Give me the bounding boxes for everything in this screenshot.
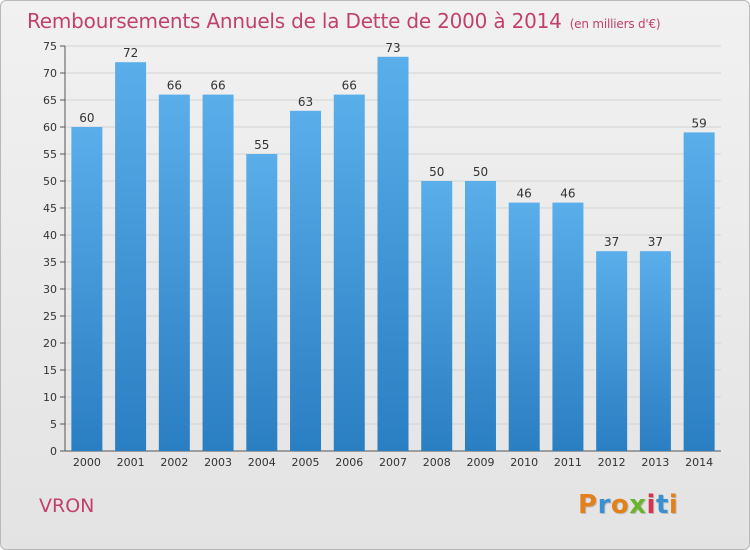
bar	[377, 56, 409, 452]
y-tick-label: 25	[43, 310, 57, 323]
bars	[71, 56, 715, 452]
x-tick-label: 2002	[160, 456, 188, 469]
y-tick-label: 30	[43, 283, 57, 296]
bar-value-label: 50	[429, 165, 444, 179]
x-tick-label: 2007	[379, 456, 407, 469]
x-tick-label: 2001	[117, 456, 145, 469]
y-tick-label: 0	[50, 445, 57, 458]
value-labels: 60 72 66 66 55 63 66 73 50 50 46 46 37 37 59	[79, 41, 707, 249]
chart-title: Remboursements Annuels de la Dette de 20…	[27, 9, 661, 33]
bar	[333, 94, 365, 451]
axes: 0 5 10 15 20 25 30 35 40 45 50 55 60 65 70 75 2000 2001 20…	[43, 40, 721, 469]
x-tick-label: 2006	[335, 456, 363, 469]
bar	[421, 181, 453, 451]
x-tick-label: 2010	[510, 456, 538, 469]
bar-value-label: 73	[385, 41, 400, 55]
logo-letter: i	[646, 490, 656, 520]
bar-value-label: 63	[298, 95, 313, 109]
bar	[596, 251, 628, 451]
bar	[639, 251, 671, 451]
logo-letter: P	[578, 490, 598, 520]
y-tick-label: 10	[43, 391, 57, 404]
y-tick-label: 50	[43, 175, 57, 188]
bar-value-label: 66	[167, 79, 182, 93]
x-tick-label: 2003	[204, 456, 232, 469]
x-tick-label: 2000	[73, 456, 101, 469]
logo-letter: r	[597, 490, 611, 520]
bar	[552, 202, 584, 451]
y-tick-label: 15	[43, 364, 57, 377]
bar-value-label: 66	[210, 79, 225, 93]
bar	[290, 110, 322, 452]
y-tick-label: 55	[43, 148, 57, 161]
bar-value-label: 37	[604, 235, 619, 249]
logo-letter: i	[668, 490, 679, 520]
bar-value-label: 37	[648, 235, 663, 249]
y-tick-label: 20	[43, 337, 57, 350]
y-tick-label: 35	[43, 256, 57, 269]
y-tick-label: 65	[43, 94, 57, 107]
y-tick-label: 40	[43, 229, 57, 242]
bar	[71, 127, 103, 451]
chart-subtitle: (en milliers d'€)	[569, 17, 661, 31]
bar-value-label: 55	[254, 138, 269, 152]
x-tick-label: 2004	[248, 456, 276, 469]
y-tick-label: 45	[43, 202, 57, 215]
x-tick-label: 2012	[598, 456, 626, 469]
bar	[464, 181, 496, 451]
logo-letter: o	[610, 490, 630, 520]
bar	[158, 94, 190, 451]
bar-value-label: 66	[342, 79, 357, 93]
bar	[115, 62, 147, 451]
bar	[508, 202, 540, 451]
y-tick-label: 75	[43, 40, 57, 53]
bar	[683, 132, 715, 451]
bar-value-label: 59	[691, 116, 706, 130]
x-tick-label: 2013	[641, 456, 669, 469]
proxiti-logo: Proxiti	[578, 490, 678, 524]
x-tick-label: 2009	[466, 456, 494, 469]
commune-name: VRON	[39, 495, 95, 517]
bar-value-label: 46	[560, 187, 575, 201]
bar-value-label: 50	[473, 165, 488, 179]
bar	[202, 94, 234, 451]
bar	[246, 154, 278, 451]
logo-letter: x	[629, 490, 647, 520]
y-tick-label: 60	[43, 121, 57, 134]
x-tick-label: 2011	[554, 456, 582, 469]
logo-letter: t	[655, 490, 669, 520]
y-tick-label: 5	[50, 418, 57, 431]
x-tick-label: 2005	[292, 456, 320, 469]
chart-title-text: Remboursements Annuels de la Dette de 20…	[27, 9, 562, 33]
y-tick-label: 70	[43, 67, 57, 80]
x-tick-label: 2008	[423, 456, 451, 469]
x-tick-label: 2014	[685, 456, 713, 469]
bar-value-label: 46	[517, 187, 532, 201]
bar-value-label: 72	[123, 46, 138, 60]
bar-value-label: 60	[79, 111, 94, 125]
